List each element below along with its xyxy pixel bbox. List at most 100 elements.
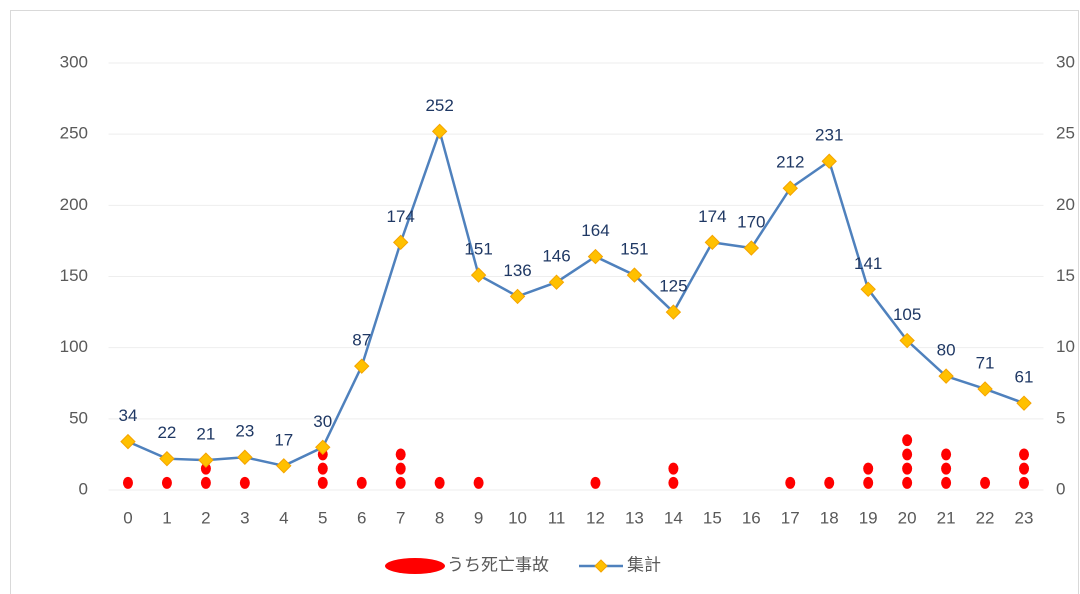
y-tick-label: 50 xyxy=(69,408,88,427)
y2-tick-label: 20 xyxy=(1056,195,1075,214)
dot xyxy=(980,476,991,489)
dot xyxy=(824,476,835,489)
dot xyxy=(395,476,406,489)
dot xyxy=(941,462,952,475)
x-tick-label: 16 xyxy=(742,508,761,527)
x-tick-label: 20 xyxy=(898,508,917,527)
x-tick-label: 2 xyxy=(201,508,210,527)
x-tick-label: 23 xyxy=(1015,508,1034,527)
marker xyxy=(626,267,643,283)
x-tick-label: 7 xyxy=(396,508,405,527)
data-label: 105 xyxy=(893,305,921,324)
x-tick-label: 1 xyxy=(162,508,171,527)
data-label: 174 xyxy=(698,207,726,226)
marker xyxy=(899,332,915,349)
dot-stack xyxy=(161,476,172,489)
dot-stack xyxy=(785,476,796,489)
marker xyxy=(821,153,837,169)
marker xyxy=(704,234,721,251)
x-tick-label: 15 xyxy=(703,508,722,527)
data-label: 252 xyxy=(425,96,453,115)
dot xyxy=(590,476,601,489)
dot xyxy=(941,448,952,461)
dot xyxy=(200,476,211,489)
data-label: 164 xyxy=(581,221,609,240)
x-tick-label: 17 xyxy=(781,508,800,527)
x-tick-label: 12 xyxy=(586,508,605,527)
legend-marker xyxy=(594,559,608,573)
x-tick-label: 22 xyxy=(976,508,995,527)
data-label: 231 xyxy=(815,126,843,145)
dot xyxy=(122,476,133,489)
dot-stack xyxy=(590,476,601,489)
y-tick-label: 250 xyxy=(60,124,88,143)
marker xyxy=(392,234,409,251)
dot xyxy=(239,476,250,489)
y2-tick-label: 0 xyxy=(1056,479,1065,498)
marker xyxy=(470,267,487,283)
x-tick-label: 18 xyxy=(820,508,839,527)
data-label: 151 xyxy=(620,240,648,259)
data-label: 212 xyxy=(776,153,804,172)
dot xyxy=(317,476,328,489)
dot xyxy=(161,476,172,489)
x-tick-label: 21 xyxy=(937,508,956,527)
dot xyxy=(395,462,406,475)
data-label: 125 xyxy=(659,277,687,296)
marker xyxy=(276,458,292,474)
dot-stack xyxy=(356,476,367,489)
marker xyxy=(198,452,214,468)
marker xyxy=(120,433,136,450)
dot xyxy=(668,476,679,489)
legend-label: 集計 xyxy=(627,555,661,574)
x-tick-label: 19 xyxy=(859,508,878,527)
marker xyxy=(938,368,954,384)
dot xyxy=(317,462,328,475)
dot-stack xyxy=(980,476,991,489)
marker xyxy=(237,449,253,465)
y-tick-label: 0 xyxy=(79,479,88,498)
dot xyxy=(473,476,484,489)
marker xyxy=(159,450,175,467)
data-label: 87 xyxy=(352,331,371,350)
dot xyxy=(395,448,406,461)
data-label: 22 xyxy=(157,423,176,442)
legend-swatch xyxy=(385,558,445,574)
data-label: 141 xyxy=(854,254,882,273)
dot xyxy=(863,476,874,489)
dot-stack xyxy=(668,462,679,489)
dot-stack xyxy=(863,462,874,489)
x-tick-label: 5 xyxy=(318,508,327,527)
dot xyxy=(200,462,211,475)
marker xyxy=(743,240,760,256)
line xyxy=(127,127,1025,468)
marker xyxy=(354,358,370,374)
dot-stack xyxy=(239,476,250,489)
dot-stack xyxy=(395,448,406,489)
x-tick-label: 8 xyxy=(435,508,444,527)
dot-stack xyxy=(902,434,913,489)
legend-label: うち死亡事故 xyxy=(447,555,549,574)
marker xyxy=(509,288,526,305)
dot-stack xyxy=(473,476,484,489)
y2-tick-label: 10 xyxy=(1056,337,1075,356)
x-tick-label: 10 xyxy=(508,508,527,527)
marker xyxy=(977,381,993,397)
y2-tick-label: 5 xyxy=(1056,408,1065,427)
data-label: 23 xyxy=(235,422,254,441)
dot xyxy=(941,476,952,489)
data-label: 170 xyxy=(737,213,765,232)
x-tick-label: 4 xyxy=(279,508,288,527)
data-label: 151 xyxy=(464,240,492,259)
data-label: 34 xyxy=(119,406,138,425)
dot xyxy=(902,448,913,461)
dot-stack xyxy=(824,476,835,489)
dot xyxy=(356,476,367,489)
dot xyxy=(902,434,913,447)
y-tick-label: 150 xyxy=(60,266,88,285)
data-label: 174 xyxy=(387,207,415,226)
y2-tick-label: 15 xyxy=(1056,266,1075,285)
marker xyxy=(782,180,798,196)
dot xyxy=(902,462,913,475)
